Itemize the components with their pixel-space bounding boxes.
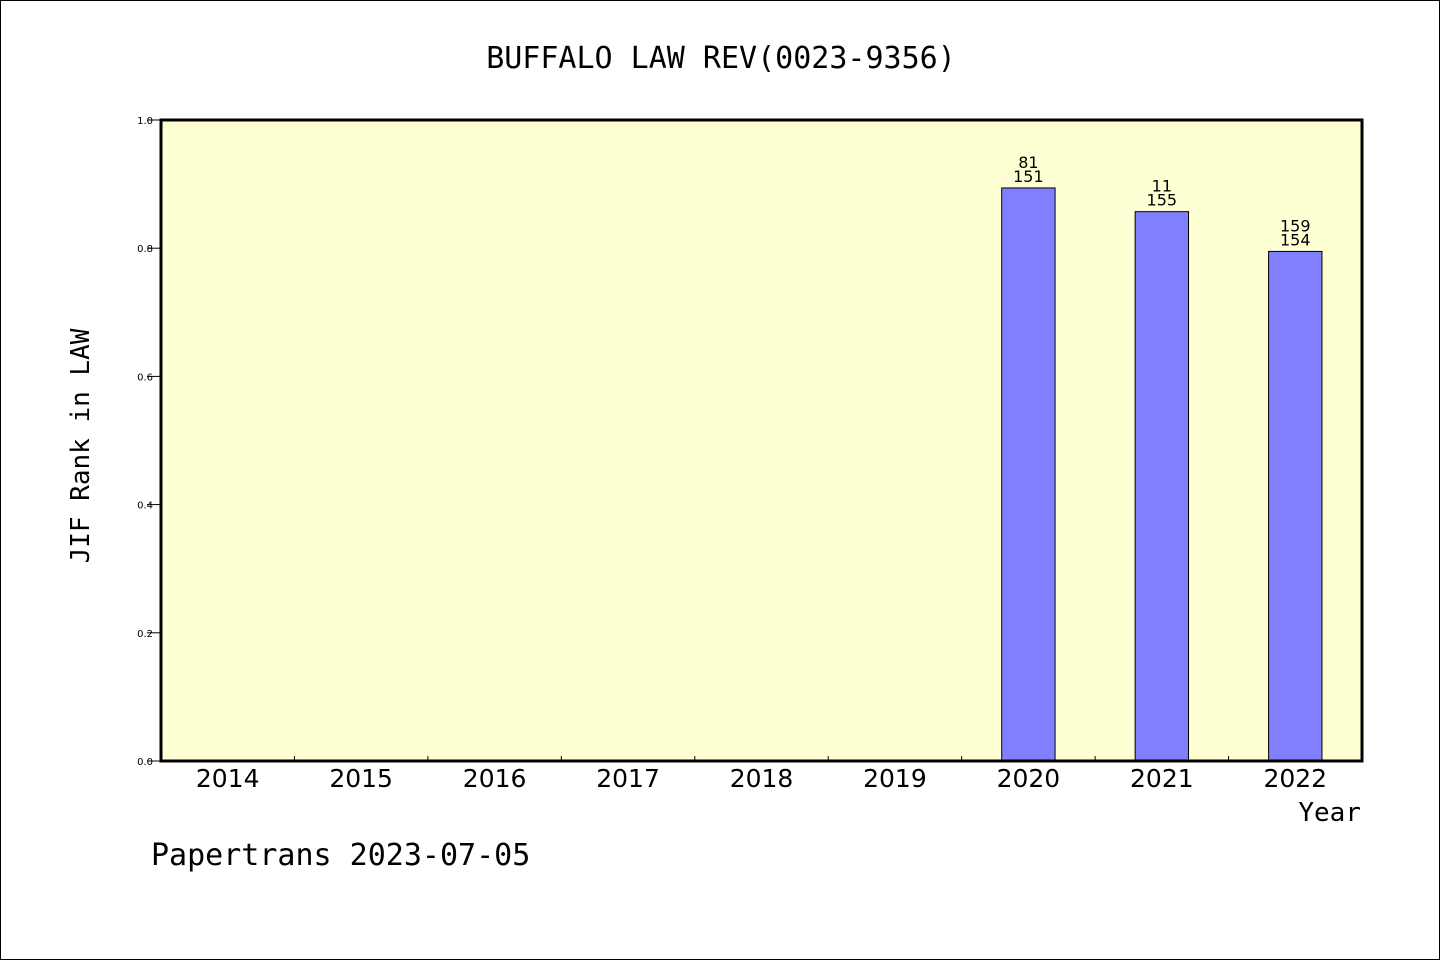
y-axis-ticks: 0.0 0.2 0.4 0.6 0.8 1.0 — [137, 116, 161, 768]
x-tick-label: 2022 — [1263, 764, 1327, 793]
x-tick-label: 2018 — [730, 764, 794, 793]
plot-border — [159, 118, 1364, 763]
y-tick-label: 0.6 — [137, 372, 153, 383]
bar-label-total: 151 — [1013, 167, 1044, 186]
x-tick-label: 2021 — [1130, 764, 1194, 793]
y-tick-label: 1.0 — [137, 116, 153, 127]
chart-title: BUFFALO LAW REV(0023-9356) — [486, 41, 956, 76]
x-tick-label: 2016 — [463, 764, 527, 793]
bar-label-total: 155 — [1147, 191, 1178, 210]
y-axis-label: JIF Rank in LAW — [66, 328, 96, 563]
y-tick-label: 0.4 — [137, 501, 153, 512]
bar-2022 — [1268, 250, 1323, 762]
footer-credit: Papertrans 2023-07-05 — [151, 838, 530, 873]
bar-series — [1001, 187, 1323, 762]
y-tick-label: 0.2 — [137, 629, 153, 640]
y-tick-label: 0.8 — [137, 244, 153, 255]
bar-2021 — [1134, 211, 1190, 762]
x-tick-label: 2014 — [196, 764, 260, 793]
bar-label-total: 154 — [1280, 230, 1311, 249]
bar-label-rank: 159 — [1280, 216, 1311, 235]
bar-label-rank: 11 — [1152, 177, 1172, 196]
x-axis-label: Year — [1298, 798, 1361, 828]
x-tick-label: 2015 — [329, 764, 393, 793]
bar-2020 — [1001, 187, 1056, 762]
y-tick-label: 0.0 — [137, 757, 153, 768]
x-tick-label: 2017 — [596, 764, 660, 793]
x-tick-label: 2020 — [997, 764, 1061, 793]
bar-label-rank: 81 — [1018, 153, 1038, 172]
x-axis-ticks: 2014 2015 2016 2017 2018 2019 2020 2021 2022 — [196, 756, 1327, 793]
x-tick-label: 2019 — [863, 764, 927, 793]
